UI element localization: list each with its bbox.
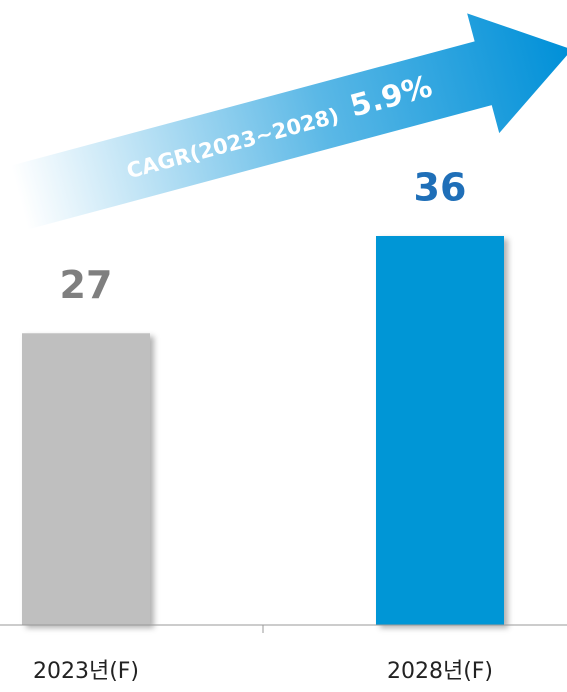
plot: 27 2023년(F) 36 2028년(F)	[22, 166, 504, 684]
x-tick-label: 2023년(F)	[33, 659, 139, 684]
bar	[376, 236, 504, 625]
value-label: 36	[414, 166, 467, 210]
cagr-arrow: CAGR(2023~2028) 5.9%	[10, 13, 567, 230]
x-tick-label: 2028년(F)	[387, 659, 493, 684]
value-label: 27	[60, 263, 113, 307]
bar	[22, 333, 150, 625]
